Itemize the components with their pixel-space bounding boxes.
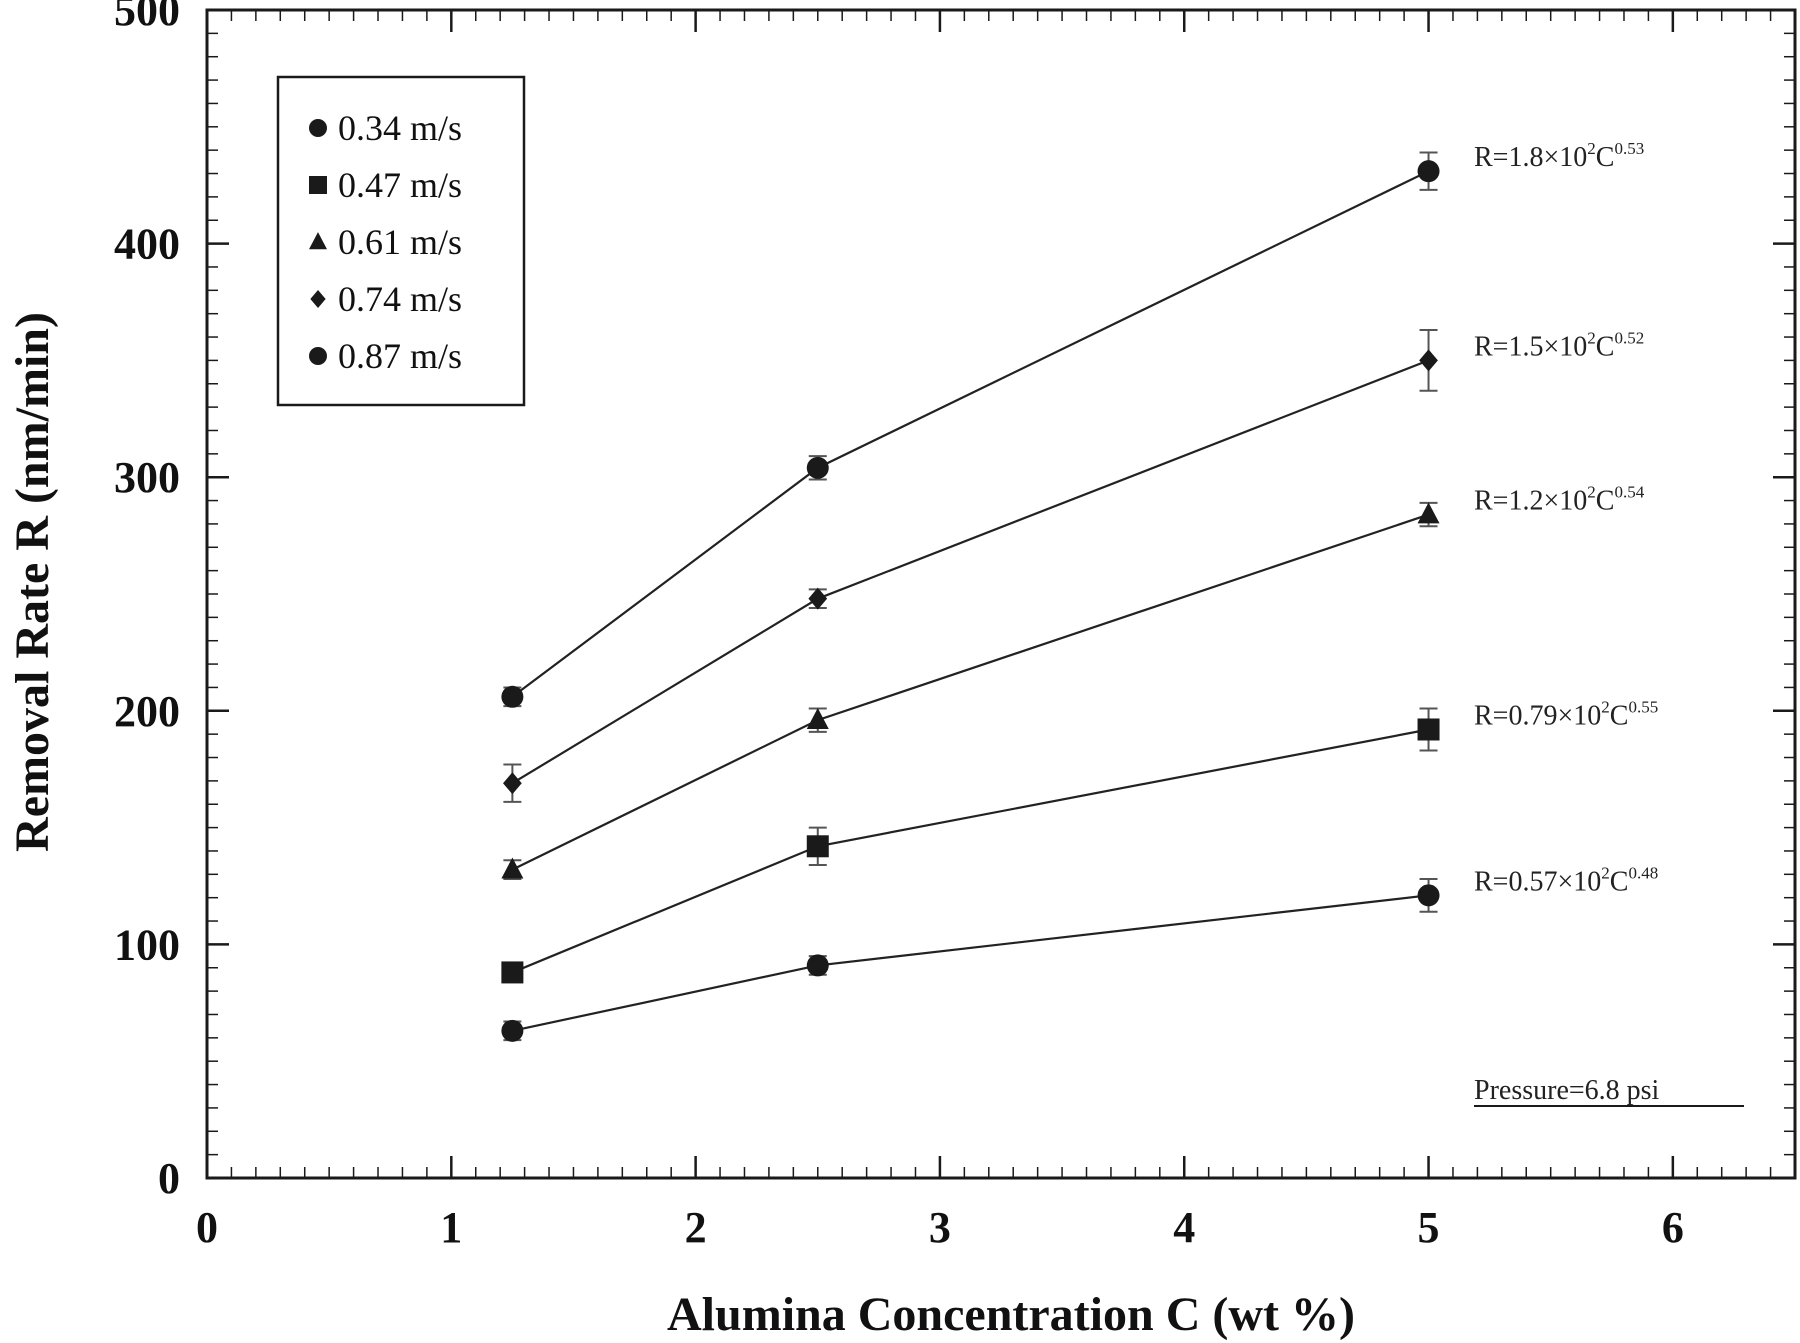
- legend-marker: [309, 347, 327, 365]
- x-tick-label: 6: [1662, 1203, 1684, 1252]
- data-point: [503, 772, 522, 795]
- legend-label: 0.87 m/s: [338, 336, 462, 376]
- data-point: [806, 708, 829, 729]
- fit-equation-variable: C: [1610, 700, 1629, 731]
- fit-equation-exponent: 2: [1601, 863, 1610, 882]
- fit-equation-exponent: 2: [1601, 697, 1610, 716]
- data-point: [1419, 349, 1438, 372]
- fit-equation-variable: C: [1596, 142, 1615, 173]
- series-line: [511, 359, 1429, 785]
- fit-equation-exponent: 0.54: [1614, 483, 1644, 502]
- fit-equation: R=0.57×102C0.48: [1474, 863, 1658, 897]
- legend-label: 0.47 m/s: [338, 165, 462, 205]
- fit-equation-exponent: 0.55: [1628, 697, 1658, 716]
- legend: 0.34 m/s 0.47 m/s 0.61 m/s 0.74 m/s 0.87 m/s: [276, 75, 526, 407]
- fit-equation-variable: C: [1610, 866, 1629, 897]
- legend-label: 0.61 m/s: [338, 222, 462, 262]
- legend-label: 0.34 m/s: [338, 108, 462, 148]
- y-tick-label: 300: [114, 453, 180, 502]
- fit-equation: R=1.8×102C0.53: [1474, 139, 1644, 173]
- y-tick-label: 0: [158, 1154, 180, 1203]
- data-point: [806, 835, 829, 858]
- y-tick-label: 500: [114, 0, 180, 35]
- series-line: [511, 170, 1430, 698]
- fit-equation-exponent: 0.52: [1614, 328, 1644, 347]
- data-point: [1417, 502, 1440, 524]
- data-point: [501, 1019, 524, 1042]
- y-axis-title: Removal Rate R (nm/min): [6, 312, 59, 852]
- data-point: [806, 456, 829, 479]
- pressure-annotation: Pressure=6.8 psi: [1474, 1075, 1660, 1106]
- fit-equation: R=1.5×102C0.52: [1474, 328, 1644, 362]
- data-point: [1417, 884, 1440, 907]
- fit-equation-exponent: 0.48: [1628, 863, 1658, 882]
- x-tick-label: 4: [1173, 1203, 1195, 1252]
- data-point: [501, 961, 524, 984]
- y-tick-label: 100: [114, 920, 180, 969]
- fit-equation-base: R=1.2×10: [1474, 486, 1587, 517]
- x-tick-label: 0: [196, 1203, 218, 1252]
- legend-marker: [309, 232, 327, 250]
- data-point: [501, 685, 524, 708]
- fit-equation-base: R=1.8×10: [1474, 142, 1587, 173]
- legend-label: 0.74 m/s: [338, 279, 462, 319]
- ticks: 0 1 2 3 4 5 6 0 100 200 300 400 500: [114, 0, 1796, 1252]
- x-tick-label: 1: [440, 1203, 462, 1252]
- fit-equations: R=0.57×102C0.48R=0.79×102C0.55R=1.2×102C…: [1474, 139, 1658, 897]
- x-tick-label: 3: [929, 1203, 951, 1252]
- fit-equation: R=0.79×102C0.55: [1474, 697, 1658, 731]
- data-point: [501, 857, 524, 879]
- data-point: [808, 587, 828, 610]
- legend-marker: [310, 290, 326, 308]
- fit-equation-base: R=0.79×10: [1474, 700, 1601, 731]
- x-tick-label: 5: [1418, 1203, 1440, 1252]
- y-tick-label: 200: [114, 687, 180, 736]
- fit-equation-base: R=1.5×10: [1474, 331, 1587, 362]
- error-bars: [503, 151, 1438, 1042]
- fit-equation-variable: C: [1596, 486, 1615, 517]
- legend-marker: [309, 119, 327, 137]
- fit-equation-variable: C: [1596, 331, 1615, 362]
- fit-equation: R=1.2×102C0.54: [1474, 483, 1645, 517]
- data-point: [1417, 160, 1440, 183]
- data-markers: [501, 160, 1440, 1042]
- fit-equation-base: R=0.57×10: [1474, 866, 1601, 897]
- data-point: [806, 954, 829, 977]
- fit-equation-exponent: 2: [1587, 483, 1596, 502]
- x-axis-title: Alumina Concentration C (wt %): [667, 1288, 1355, 1341]
- legend-marker: [309, 176, 327, 194]
- fit-equation-exponent: 2: [1587, 328, 1596, 347]
- fit-equation-exponent: 2: [1587, 139, 1596, 158]
- fit-equation-exponent: 0.53: [1614, 139, 1644, 158]
- series-lines: [511, 170, 1430, 1032]
- data-point: [1417, 718, 1440, 741]
- series-line: [511, 728, 1429, 974]
- y-tick-label: 400: [114, 220, 180, 269]
- x-tick-label: 2: [685, 1203, 707, 1252]
